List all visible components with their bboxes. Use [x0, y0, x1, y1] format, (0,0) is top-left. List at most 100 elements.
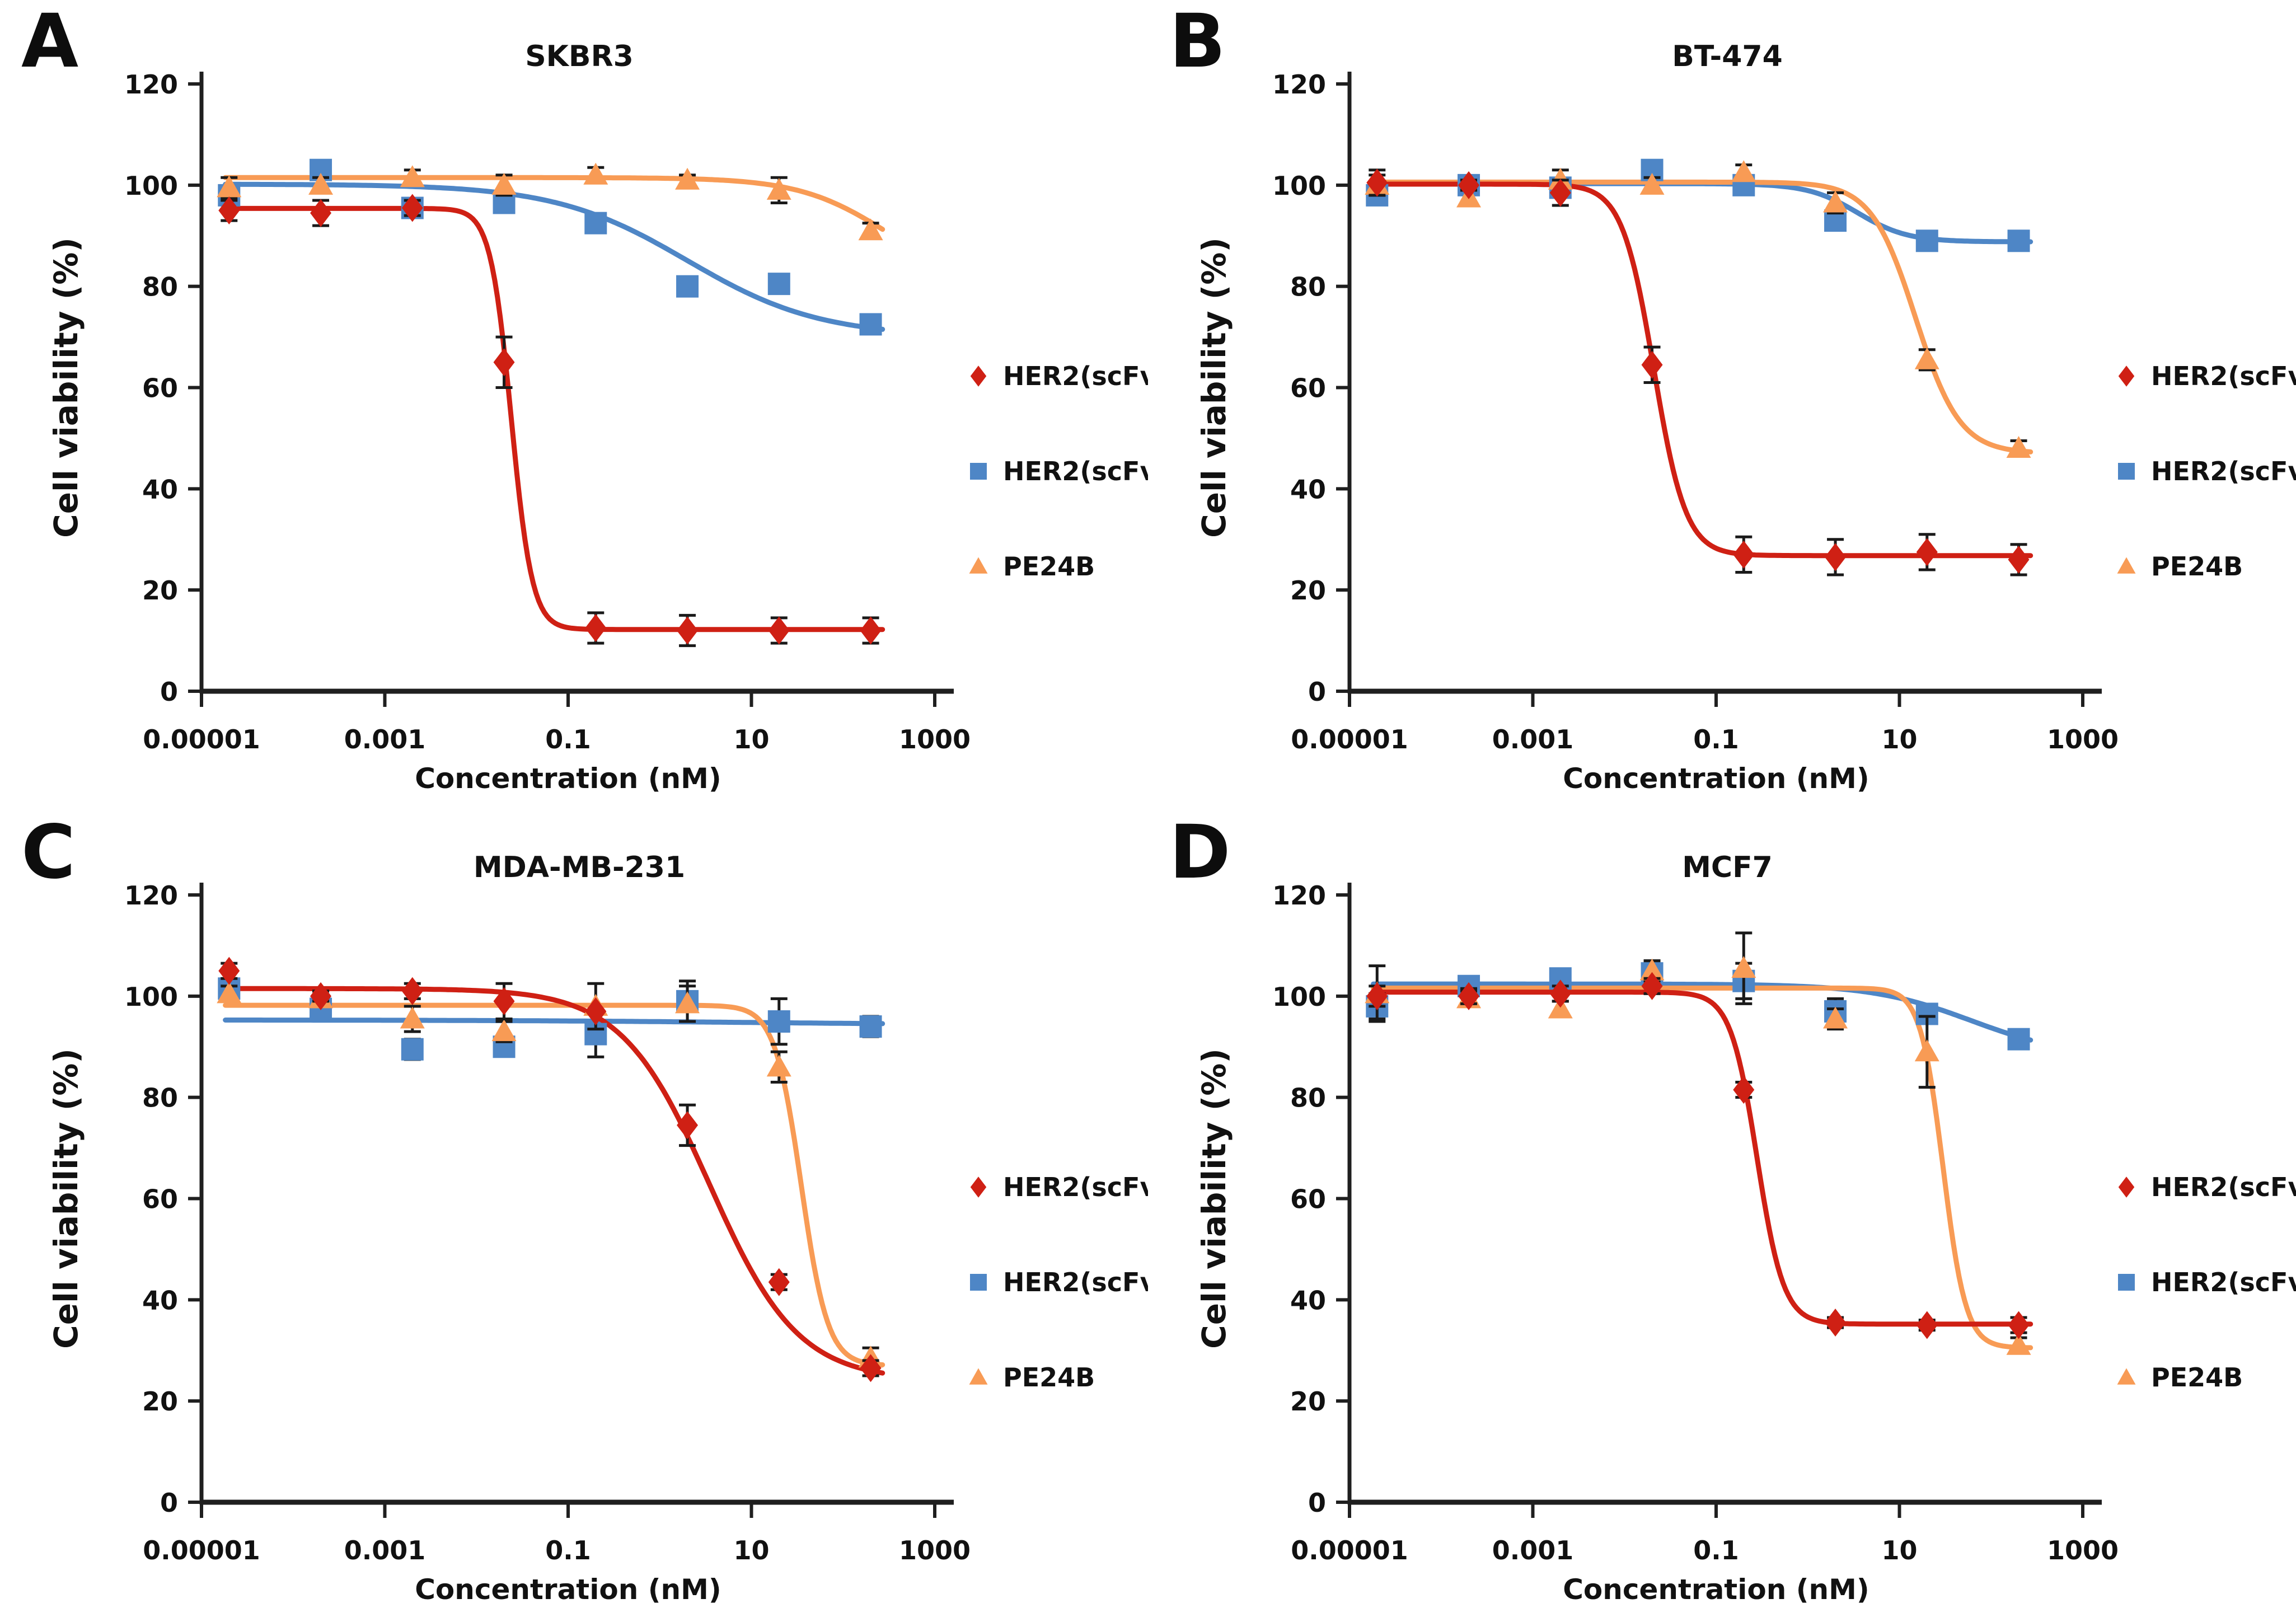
x-tick-label: 10 [1881, 724, 1917, 754]
diamond-marker [1458, 982, 1480, 1010]
x-tick-label: 0.00001 [143, 1535, 260, 1565]
legend: HER2(scFv)-PE24B HER2(scFv) PE24B [969, 361, 1148, 582]
y-tick-label: 100 [1272, 171, 1326, 201]
panel-a: A 0 20 40 60 80 100 120 0.00001 0.001 0.1 10 1000 SK… [0, 0, 1148, 811]
x-tick-label: 0.1 [545, 724, 591, 754]
triangle-marker [583, 162, 608, 185]
diamond-marker [677, 616, 699, 645]
x-tick-label: 1000 [2047, 1535, 2119, 1565]
diamond-marker [1366, 982, 1388, 1010]
square-marker [859, 313, 882, 336]
legend-diamond-marker [970, 1176, 987, 1198]
triangle-marker [1914, 1039, 1939, 1062]
triangle-marker [1914, 347, 1939, 369]
triangle-marker [766, 1054, 791, 1077]
triangle-marker [217, 175, 242, 198]
y-tick-label: 40 [1290, 474, 1326, 504]
legend-triangle-marker [969, 557, 988, 574]
x-tick-label: 0.00001 [143, 724, 260, 754]
y-tick-label: 60 [1290, 1184, 1326, 1215]
legend-label: PE24B [1003, 1362, 1095, 1393]
square-marker [401, 1038, 424, 1061]
y-tick-label: 20 [142, 575, 178, 606]
y-tick-label: 80 [1290, 272, 1326, 302]
triangle-marker [400, 165, 425, 187]
y-tick-label: 60 [1290, 373, 1326, 404]
x-tick-label: 0.001 [344, 724, 426, 754]
curve-HER2(scFv)-PE24B [1371, 990, 2033, 1327]
curve-PE24B [1371, 985, 2033, 1351]
y-tick-label: 80 [142, 272, 178, 302]
triangle-marker [1639, 172, 1665, 195]
y-tick-label: 120 [124, 69, 178, 100]
x-tick-label: 1000 [899, 724, 971, 754]
panel-d-label: D [1169, 809, 1232, 896]
y-tick-label: 100 [1272, 982, 1326, 1012]
triangle-marker [1823, 190, 1848, 213]
x-tick-label: 10 [1881, 1535, 1917, 1565]
triangle-marker [1639, 958, 1665, 981]
curve-HER2(scFv)-PE24B [223, 205, 885, 632]
diamond-marker [401, 977, 423, 1005]
axes: 0 20 40 60 80 100 120 0.00001 0.001 0.1 10 1000 [124, 69, 971, 754]
square-marker [1915, 229, 1938, 252]
diamond-marker [1549, 179, 1571, 207]
y-tick-label: 80 [1290, 1083, 1326, 1113]
y-tick-label: 120 [124, 880, 178, 911]
diamond-marker [860, 616, 882, 645]
triangle-marker [491, 172, 517, 195]
axes: 0 20 40 60 80 100 120 0.00001 0.001 0.1 10 1000 [1272, 880, 2119, 1565]
y-tick-label: 0 [1308, 1488, 1326, 1518]
chart-bt474: 0 20 40 60 80 100 120 0.00001 0.001 0.1 10 1000 BT-4… [1195, 40, 2296, 795]
x-tick-label: 0.001 [344, 1535, 426, 1565]
y-axis-label: Cell viability (%) [1195, 237, 1233, 538]
y-tick-label: 20 [1290, 575, 1326, 606]
diamond-marker [493, 348, 515, 377]
triangle-marker [2006, 436, 2031, 458]
square-marker [2007, 1028, 2030, 1051]
legend: HER2(scFv)-PE24B HER2(scFv) PE24B [969, 1172, 1148, 1393]
legend-triangle-marker [2117, 557, 2136, 574]
y-tick-label: 0 [160, 677, 178, 707]
legend-label: HER2(scFv)-PE24B [1003, 361, 1148, 391]
diamond-marker [1641, 350, 1663, 379]
curve-PE24B [223, 1002, 885, 1367]
legend: HER2(scFv)-PE24B HER2(scFv) PE24B [2117, 1172, 2296, 1393]
diamond-marker [768, 1268, 790, 1296]
panel-c-label: C [21, 809, 77, 896]
legend-square-marker [970, 1274, 987, 1291]
chart-mda-mb-231: 0 20 40 60 80 100 120 0.00001 0.001 0.1 10 1000 MDA-… [47, 851, 1148, 1606]
x-tick-label: 0.00001 [1291, 724, 1408, 754]
y-tick-label: 100 [124, 982, 178, 1012]
diamond-marker [1458, 171, 1480, 199]
x-tick-label: 1000 [2047, 724, 2119, 754]
diamond-marker [493, 987, 515, 1015]
y-tick-label: 0 [160, 1488, 178, 1518]
x-tick-label: 10 [733, 724, 769, 754]
triangle-marker [675, 167, 700, 190]
legend-label: HER2(scFv) [1003, 456, 1148, 486]
legend-label: PE24B [2151, 551, 2243, 582]
diamond-marker [1825, 543, 1847, 571]
diamond-marker [2008, 545, 2030, 574]
x-tick-label: 10 [733, 1535, 769, 1565]
y-tick-label: 40 [142, 1285, 178, 1315]
series-PE24B [217, 162, 883, 241]
diamond-marker [677, 1111, 699, 1140]
diamond-marker [218, 957, 240, 985]
diamond-marker [218, 196, 240, 225]
series-HER2(scFv)-PE24B [1366, 972, 2030, 1339]
square-marker [676, 275, 699, 298]
legend-diamond-marker [2118, 1176, 2135, 1198]
panel-a-label: A [21, 0, 80, 85]
x-tick-label: 0.1 [1693, 724, 1739, 754]
diamond-marker [1549, 979, 1571, 1008]
diamond-marker [2008, 1311, 2030, 1339]
legend-square-marker [2118, 1274, 2135, 1291]
legend-triangle-marker [2117, 1368, 2136, 1385]
series-HER2(scFv)-PE24B [218, 957, 882, 1382]
chart-title: MCF7 [1682, 851, 1773, 884]
x-tick-label: 0.001 [1492, 1535, 1574, 1565]
series-HER2(scFv)-PE24B [218, 194, 882, 648]
y-tick-label: 40 [1290, 1285, 1326, 1315]
